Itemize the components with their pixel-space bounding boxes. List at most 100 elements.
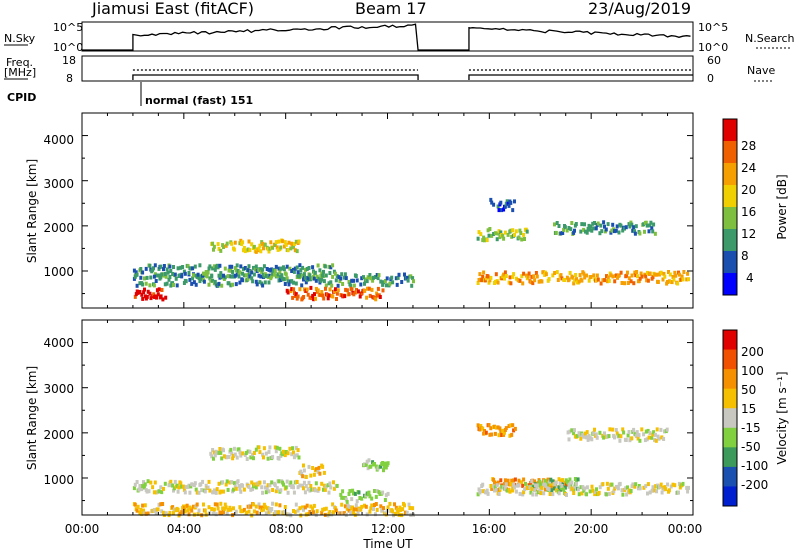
power-cell-1-0 bbox=[132, 276, 136, 281]
velocity-cell-0-209 bbox=[322, 483, 326, 488]
velocity-cell-1-175 bbox=[292, 509, 295, 513]
velocity-cell-10-30 bbox=[593, 427, 596, 432]
velocity-cell-10-82 bbox=[640, 427, 644, 432]
velocity-cell-0-24 bbox=[154, 490, 158, 495]
velocity-cell-2-26 bbox=[232, 446, 236, 451]
velocity-cell-9-125 bbox=[590, 484, 594, 489]
velocity-cell-1-78 bbox=[203, 508, 207, 513]
velocity-cell-0-10 bbox=[142, 480, 145, 485]
velocity-cell-0-1 bbox=[133, 482, 137, 487]
velocity-cell-0-147 bbox=[266, 483, 270, 488]
power-cb-swatch-2 bbox=[723, 229, 737, 252]
power-cell-5-106 bbox=[573, 278, 577, 283]
power-cell-5-215 bbox=[672, 277, 676, 282]
velocity-cell-1-59 bbox=[186, 508, 190, 513]
velocity-cell-10-55 bbox=[615, 431, 619, 436]
power-cell-3-79 bbox=[281, 239, 285, 244]
power-cell-5-157 bbox=[619, 270, 623, 275]
velocity-cell-4-52 bbox=[383, 498, 387, 502]
velocity-cell-6-27 bbox=[513, 477, 517, 482]
velocity-cell-1-109 bbox=[232, 506, 235, 511]
power-cell-4-1 bbox=[286, 290, 290, 295]
power-cell-7-75 bbox=[621, 228, 625, 233]
velocity-cell-1-249 bbox=[359, 507, 363, 512]
power-cell-7-83 bbox=[628, 224, 632, 229]
velocity-cell-0-112 bbox=[234, 486, 238, 491]
power-cell-4-39 bbox=[321, 293, 325, 298]
velocity-cell-4-21 bbox=[355, 499, 359, 504]
power-cell-4-31 bbox=[314, 296, 317, 301]
velocity-cell-1-231 bbox=[342, 511, 346, 516]
velocity-cell-0-111 bbox=[233, 484, 237, 489]
power-cell-2-88 bbox=[212, 264, 216, 269]
power-cell-2-33 bbox=[162, 264, 166, 268]
power-cell-6-15 bbox=[490, 233, 494, 238]
power-cell-3-2 bbox=[211, 241, 215, 246]
velocity-cell-9-231 bbox=[687, 485, 690, 490]
power-cell-1-300 bbox=[405, 275, 409, 280]
power-cell-2-134 bbox=[254, 264, 258, 269]
power-cell-1-166 bbox=[283, 282, 287, 286]
power-cell-1-3 bbox=[135, 283, 139, 288]
power-cell-3-33 bbox=[239, 238, 243, 243]
power-cell-7-29 bbox=[579, 229, 583, 234]
nsearch-tick-bottom: 10^0 bbox=[698, 41, 728, 54]
velocity-cell-9-149 bbox=[612, 489, 616, 494]
velocity-cell-10-29 bbox=[592, 431, 596, 435]
velocity-cell-9-21 bbox=[495, 483, 499, 488]
velocity-cell-2-72 bbox=[274, 449, 278, 454]
velocity-cell-8-28 bbox=[502, 432, 506, 437]
velocity-cell-1-24 bbox=[154, 510, 158, 515]
power-cell-1-173 bbox=[290, 279, 294, 284]
velocity-cell-1-271 bbox=[379, 504, 383, 509]
velocity-cell-1-241 bbox=[352, 510, 355, 515]
power-cell-2-187 bbox=[302, 272, 306, 277]
velocity-cell-9-38 bbox=[511, 488, 515, 493]
velocity-cell-9-11 bbox=[486, 491, 490, 496]
velocity-cell-4-12 bbox=[347, 492, 351, 496]
power-cell-1-281 bbox=[388, 281, 392, 286]
power-cell-3-45 bbox=[250, 242, 254, 247]
velocity-cell-1-290 bbox=[396, 509, 400, 514]
velocity-cell-0-97 bbox=[221, 480, 225, 485]
velocity-cell-1-52 bbox=[180, 510, 184, 515]
power-cell-1-226 bbox=[338, 279, 342, 284]
power-cell-5-119 bbox=[585, 273, 588, 278]
power-cell-3-81 bbox=[282, 244, 286, 249]
power-cell-7-36 bbox=[585, 230, 589, 235]
freq-frame bbox=[81, 55, 694, 82]
velocity-cell-0-138 bbox=[258, 480, 262, 485]
power-cell-2-190 bbox=[305, 267, 309, 271]
power-cell-6-12 bbox=[487, 233, 491, 238]
velocity-cell-1-237 bbox=[348, 505, 352, 509]
power-cell-5-187 bbox=[646, 278, 650, 283]
vel-cb-swatch-7 bbox=[723, 466, 737, 487]
power-cell-4-50 bbox=[331, 294, 335, 299]
power-cell-5-178 bbox=[638, 276, 642, 281]
velocity-cell-9-42 bbox=[514, 489, 518, 494]
power-cell-7-0 bbox=[553, 222, 556, 227]
velocity-cell-1-88 bbox=[212, 507, 216, 512]
power-cell-1-217 bbox=[330, 283, 334, 288]
power-cell-4-88 bbox=[366, 286, 369, 291]
velocity-cell-0-42 bbox=[171, 483, 175, 488]
velocity-cell-7-28 bbox=[553, 486, 556, 491]
power-cb-tick-16: 16 bbox=[741, 205, 756, 219]
velocity-cell-2-48 bbox=[252, 451, 256, 455]
velocity-cell-2-93 bbox=[293, 453, 297, 458]
velocity-cell-9-3 bbox=[479, 489, 483, 494]
velocity-cell-9-30 bbox=[503, 486, 507, 491]
power-cell-3-57 bbox=[261, 241, 265, 246]
velocity-cell-9-68 bbox=[538, 489, 542, 493]
velocity-cell-10-27 bbox=[590, 437, 594, 442]
power-cell-7-5 bbox=[557, 224, 561, 228]
power-cell-3-37 bbox=[242, 246, 246, 250]
velocity-cell-9-31 bbox=[504, 482, 508, 487]
power-cell-5-82 bbox=[551, 273, 555, 278]
xtick-2: 08:00 bbox=[269, 522, 304, 536]
velocity-cell-7-11 bbox=[537, 483, 541, 487]
velocity-cell-1-178 bbox=[294, 502, 298, 507]
velocity-axis-ticks bbox=[81, 319, 694, 515]
velocity-cell-0-129 bbox=[250, 480, 254, 485]
velocity-cell-7-47 bbox=[570, 480, 574, 485]
